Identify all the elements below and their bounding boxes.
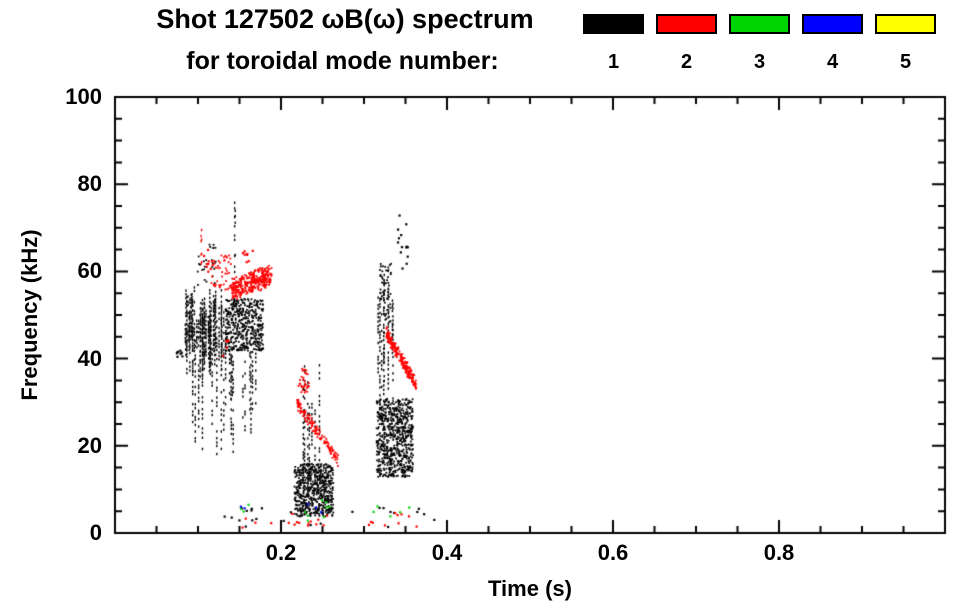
legend-swatch-mode-3 bbox=[729, 14, 790, 34]
legend-swatch-mode-5 bbox=[875, 14, 936, 34]
legend-swatch-mode-1 bbox=[583, 14, 644, 34]
x-tick-label-0-6: 0.6 bbox=[597, 540, 629, 565]
chart-subtitle: for toroidal mode number: bbox=[186, 47, 499, 75]
y-axis-title: Frequency (kHz) bbox=[17, 229, 42, 401]
legend-labels: 1 2 3 4 5 bbox=[583, 51, 936, 74]
x-tick-label-0-4: 0.4 bbox=[431, 540, 463, 565]
y-tick-label-0: 0 bbox=[89, 520, 102, 545]
legend-label-mode-1: 1 bbox=[607, 51, 620, 73]
y-tick-label-20: 20 bbox=[77, 433, 102, 458]
legend-swatch-mode-4 bbox=[802, 14, 863, 34]
legend bbox=[583, 14, 936, 34]
x-tick-label-0-8: 0.8 bbox=[763, 540, 795, 565]
legend-label-mode-3: 3 bbox=[753, 51, 766, 73]
y-tick-label-100: 100 bbox=[65, 84, 102, 109]
legend-label-mode-4: 4 bbox=[826, 51, 839, 73]
legend-label-mode-2: 2 bbox=[680, 51, 693, 73]
legend-swatch-mode-2 bbox=[656, 14, 717, 34]
legend-label-mode-5: 5 bbox=[899, 51, 912, 73]
x-tick-label-0-2: 0.2 bbox=[265, 540, 297, 565]
y-tick-label-80: 80 bbox=[77, 171, 102, 196]
y-tick-label-40: 40 bbox=[77, 346, 102, 371]
y-tick-label-60: 60 bbox=[77, 258, 102, 283]
chart-title: Shot 127502 ωB(ω) spectrum bbox=[156, 4, 534, 34]
x-axis-title: Time (s) bbox=[488, 576, 572, 601]
